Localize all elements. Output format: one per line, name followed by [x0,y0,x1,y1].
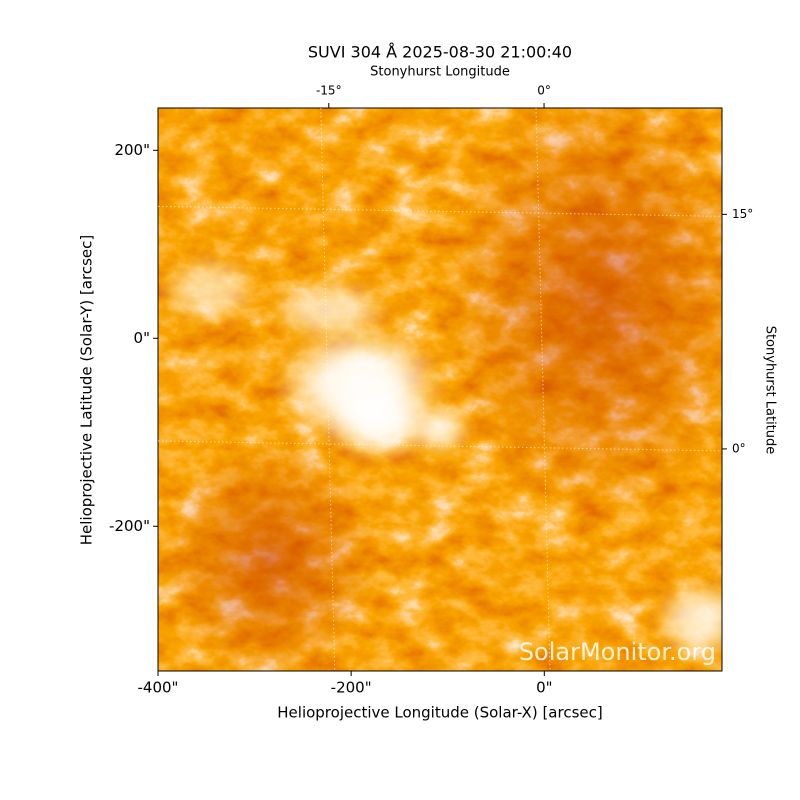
x2-axis-label: Stonyhurst Longitude [370,65,510,80]
y-tick-label: 200" [114,141,150,159]
y2-axis-label: Stonyhurst Latitude [763,326,778,455]
x2-tick-label: -15° [316,84,342,98]
y2-tick-label: 0° [732,441,746,455]
y-tick-label: -200" [109,517,150,535]
x-tick-label: 0" [536,679,552,697]
y-tick-label: 0" [134,329,150,347]
x-tick-label: -400" [138,679,179,697]
x-axis-label: Helioprojective Longitude (Solar-X) [arc… [277,704,602,722]
y2-tick-label: 15° [732,207,753,221]
plot-frame [157,107,723,672]
chart-title: SUVI 304 Å 2025-08-30 21:00:40 [308,43,572,62]
x2-tick-label: 0° [537,84,551,98]
watermark: SolarMonitor.org [519,638,716,666]
grid-line [535,107,551,672]
y-axis-label: Helioprojective Latitude (Solar-Y) [arcs… [78,235,96,545]
x-tick-label: -200" [331,679,372,697]
grid-line [320,107,336,672]
solar-image [158,108,722,671]
